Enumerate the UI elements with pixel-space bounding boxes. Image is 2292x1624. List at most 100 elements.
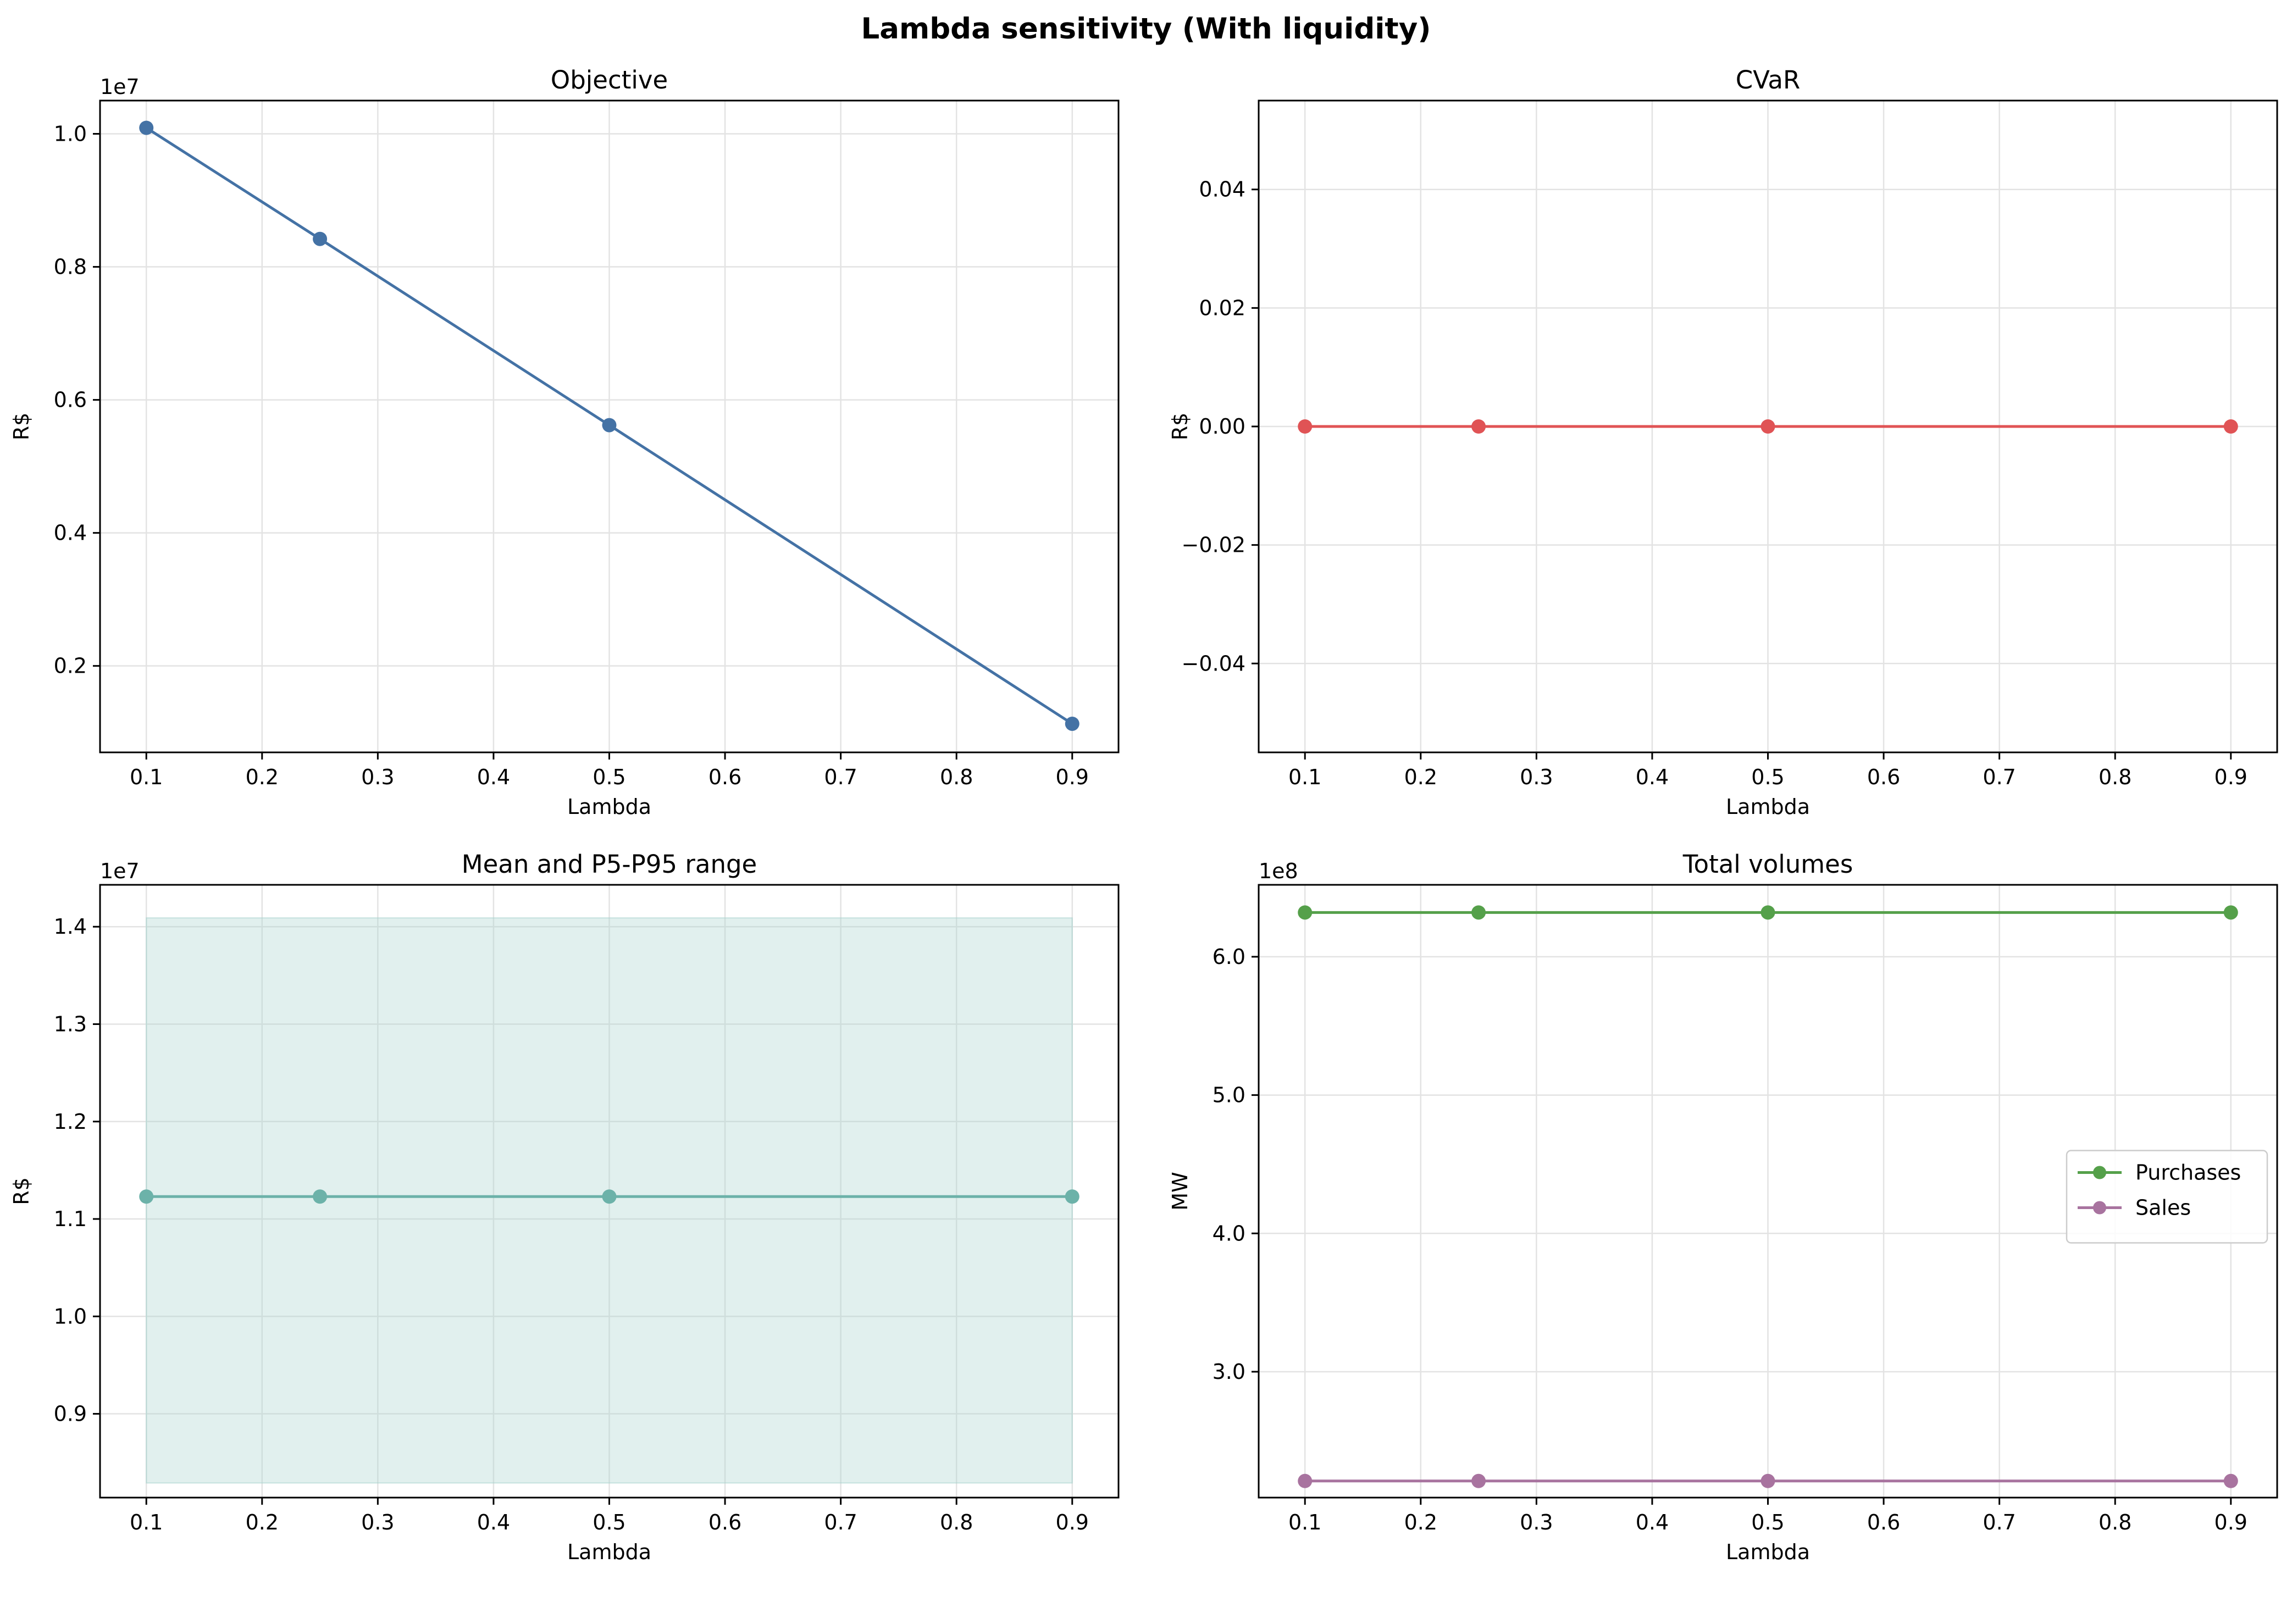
y-tick-label: 0.8 xyxy=(54,255,87,279)
x-tick-label: 0.3 xyxy=(361,1510,394,1534)
legend-swatch-marker xyxy=(2093,1201,2106,1215)
chart-panel-objective: 0.1 0.2 0.3 0.4 0.5 0.6 0.7 0.8 0.9 0.2 0.4 0.6 0.8 1… xyxy=(9,65,1120,819)
y-tick-label: 4.0 xyxy=(1213,1221,1245,1245)
data-point xyxy=(139,120,154,135)
data-point xyxy=(1065,1189,1079,1204)
panel-title: Mean and P5-P95 range xyxy=(462,850,757,879)
x-tick-label: 0.5 xyxy=(593,765,625,789)
y-tick-label: 1.2 xyxy=(54,1110,87,1134)
y-axis-label: R$ xyxy=(9,1177,34,1205)
x-tick-label: 0.4 xyxy=(1636,1510,1669,1534)
x-tick-label: 0.4 xyxy=(1636,765,1669,789)
x-tick-label: 0.8 xyxy=(940,1510,973,1534)
y-tick-label: 0.4 xyxy=(54,521,87,545)
panel-title: CVaR xyxy=(1736,65,1801,95)
x-axis-label: Lambda xyxy=(567,1540,651,1564)
x-tick-label: 0.8 xyxy=(940,765,973,789)
data-point xyxy=(1298,1473,1313,1488)
x-tick-label: 0.5 xyxy=(1751,1510,1784,1534)
y-tick-label: 3.0 xyxy=(1213,1360,1245,1384)
data-point xyxy=(2223,419,2238,434)
figure-title: Lambda sensitivity (With liquidity) xyxy=(861,12,1431,46)
x-tick-label: 0.9 xyxy=(2215,765,2247,789)
x-tick-label: 0.3 xyxy=(361,765,394,789)
axis-offset-text: 1e8 xyxy=(1259,859,1298,883)
series-line-objective xyxy=(145,126,1073,725)
x-tick-label: 0.9 xyxy=(1056,1510,1089,1534)
legend: Purchases Sales xyxy=(2066,1150,2268,1244)
x-tick-label: 0.4 xyxy=(477,765,510,789)
data-point xyxy=(602,418,617,433)
data-point xyxy=(1760,1473,1775,1488)
y-tick-label: 1.0 xyxy=(54,122,87,146)
y-tick-label: 0.02 xyxy=(1199,296,1245,320)
x-tick-label: 0.8 xyxy=(2099,765,2132,789)
y-tick-label: 0.2 xyxy=(54,654,87,678)
x-tick-label: 0.3 xyxy=(1520,1510,1553,1534)
x-axis-label: Lambda xyxy=(1726,1540,1810,1564)
x-tick-label: 0.6 xyxy=(1867,1510,1900,1534)
data-point xyxy=(313,231,328,246)
x-tick-label: 0.9 xyxy=(1056,765,1089,789)
x-tick-label: 0.3 xyxy=(1520,765,1553,789)
x-tick-label: 0.1 xyxy=(1288,765,1321,789)
y-tick-label: 0.04 xyxy=(1199,178,1245,202)
y-axis-label: R$ xyxy=(9,413,34,441)
x-tick-label: 0.7 xyxy=(1983,765,2016,789)
chart-panel-mean_range: 0.1 0.2 0.3 0.4 0.5 0.6 0.7 0.8 0.9 0.9 1.0 1.1 1.2 1… xyxy=(9,850,1120,1564)
chart-panel-volumes: 0.1 0.2 0.3 0.4 0.5 0.6 0.7 0.8 0.9 3.0 4.0 5.0 6.0 T… xyxy=(1168,850,2278,1564)
x-tick-label: 0.2 xyxy=(1404,765,1437,789)
x-axis-label: Lambda xyxy=(567,795,651,819)
legend-label: Purchases xyxy=(2135,1161,2241,1185)
data-point xyxy=(1065,716,1079,731)
y-tick-label: 6.0 xyxy=(1213,945,1245,969)
y-axis-label: MW xyxy=(1168,1172,1192,1210)
chart-panel-cvar: 0.1 0.2 0.3 0.4 0.5 0.6 0.7 0.8 0.9 −0.04 −0.02 0.0… xyxy=(1168,65,2278,819)
x-tick-label: 0.2 xyxy=(1404,1510,1437,1534)
y-tick-label: 1.4 xyxy=(54,914,87,939)
panel-title: Objective xyxy=(551,65,668,95)
y-tick-label: 1.0 xyxy=(54,1304,87,1328)
panel-title: Total volumes xyxy=(1682,850,1853,879)
x-tick-label: 0.2 xyxy=(246,1510,279,1534)
legend-swatch-marker xyxy=(2093,1166,2106,1179)
axis-offset-text: 1e7 xyxy=(100,859,140,883)
y-tick-label: 0.6 xyxy=(54,388,87,412)
data-point xyxy=(1298,419,1313,434)
data-point xyxy=(139,1189,154,1204)
y-tick-label: 1.1 xyxy=(54,1207,87,1231)
x-axis-label: Lambda xyxy=(1726,795,1810,819)
x-tick-label: 0.1 xyxy=(130,765,163,789)
data-point xyxy=(2223,1473,2238,1488)
y-tick-label: 1.3 xyxy=(54,1012,87,1036)
x-tick-label: 0.6 xyxy=(708,1510,741,1534)
legend-label: Sales xyxy=(2135,1196,2191,1220)
x-tick-label: 0.9 xyxy=(2215,1510,2247,1534)
x-tick-label: 0.5 xyxy=(1751,765,1784,789)
data-point xyxy=(1760,905,1775,920)
x-tick-label: 0.5 xyxy=(593,1510,625,1534)
x-tick-label: 0.6 xyxy=(1867,765,1900,789)
y-tick-label: −0.04 xyxy=(1182,651,1245,675)
data-point xyxy=(2223,905,2238,920)
y-tick-label: 0.00 xyxy=(1199,414,1245,439)
data-point xyxy=(1471,905,1486,920)
data-point xyxy=(602,1189,617,1204)
x-tick-label: 0.1 xyxy=(1288,1510,1321,1534)
x-tick-label: 0.4 xyxy=(477,1510,510,1534)
y-axis-label: R$ xyxy=(1168,413,1192,441)
x-tick-label: 0.8 xyxy=(2099,1510,2132,1534)
x-tick-label: 0.6 xyxy=(708,765,741,789)
data-point xyxy=(313,1189,328,1204)
y-tick-label: 5.0 xyxy=(1213,1083,1245,1107)
x-tick-label: 0.7 xyxy=(824,1510,857,1534)
y-tick-label: 0.9 xyxy=(54,1402,87,1426)
data-point xyxy=(1471,1473,1486,1488)
x-tick-label: 0.1 xyxy=(130,1510,163,1534)
axis-offset-text: 1e7 xyxy=(100,75,140,99)
x-tick-label: 0.7 xyxy=(824,765,857,789)
data-point xyxy=(1298,905,1313,920)
data-point xyxy=(1471,419,1486,434)
y-tick-label: −0.02 xyxy=(1182,533,1245,557)
